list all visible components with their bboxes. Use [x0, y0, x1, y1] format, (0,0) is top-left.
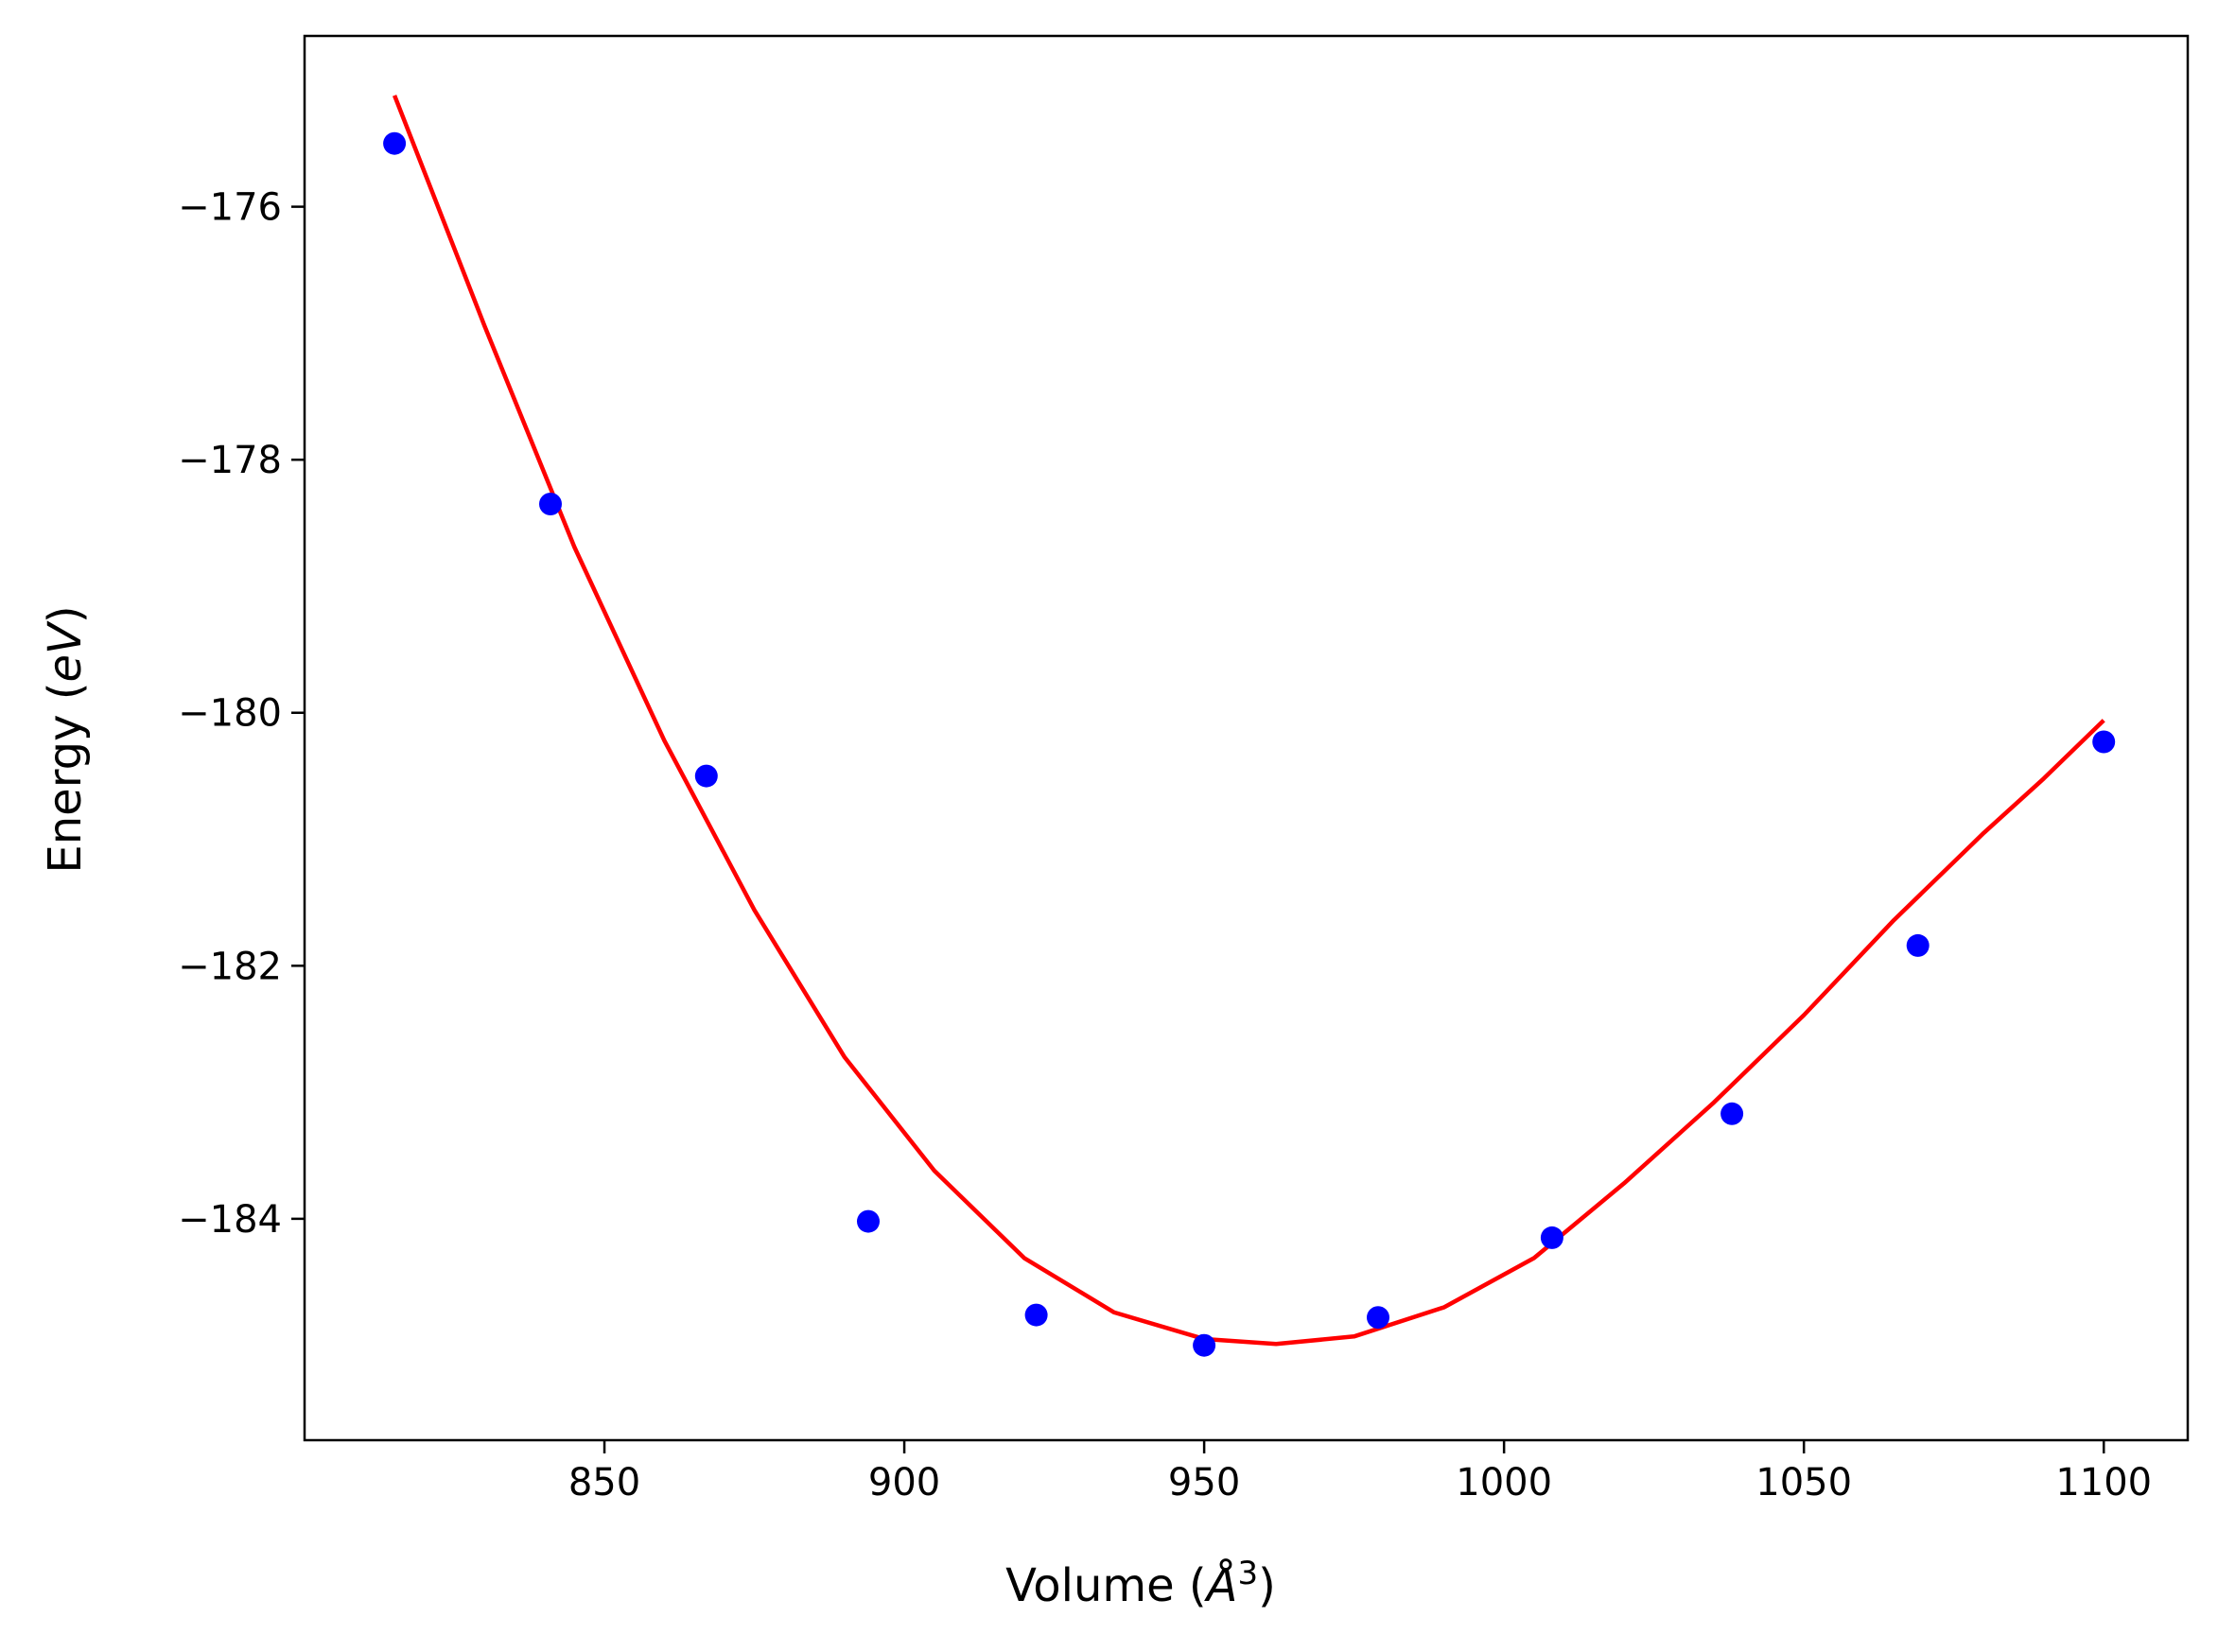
x-tick-label: 950: [1168, 1461, 1240, 1504]
x-axis: 850 900 950 1000 1050 1100: [568, 1440, 2152, 1504]
x-axis-label-superscript: 3: [1237, 1555, 1258, 1592]
data-point: [694, 764, 718, 788]
y-axis-label-prefix: Energy (: [39, 683, 92, 874]
y-axis-label-suffix: ): [39, 605, 92, 623]
data-point: [383, 131, 407, 155]
x-tick-label: 850: [568, 1461, 640, 1504]
y-tick-label: −182: [178, 945, 282, 988]
y-axis-label-unit: eV: [39, 620, 92, 683]
plot-frame: [303, 34, 2190, 1442]
data-point: [2092, 730, 2116, 754]
x-axis-label-symbol: Å: [1204, 1558, 1238, 1612]
x-tick-label: 1100: [2055, 1461, 2152, 1504]
x-axis-label-prefix: Volume (: [1005, 1559, 1207, 1612]
data-point: [1540, 1226, 1563, 1249]
data-point: [1367, 1306, 1389, 1330]
y-tick-label: −176: [178, 186, 282, 230]
x-axis-label: Volume (Å3): [1005, 1555, 1276, 1612]
data-point: [539, 493, 562, 515]
data-point: [1720, 1102, 1744, 1125]
data-point: [1193, 1333, 1216, 1357]
x-tick-label: 900: [868, 1461, 940, 1504]
data-point: [857, 1209, 880, 1233]
y-axis-label: Energy (eV): [39, 605, 92, 873]
y-tick-label: −184: [178, 1198, 282, 1242]
data-point: [1024, 1303, 1048, 1327]
y-tick-label: −180: [178, 692, 282, 736]
x-tick-label: 1000: [1456, 1461, 1552, 1504]
y-axis: −176 −178 −180 −182 −184: [178, 186, 305, 1242]
x-tick-label: 1050: [1755, 1461, 1852, 1504]
data-point: [1906, 933, 1930, 957]
x-axis-label-suffix: ): [1258, 1559, 1276, 1612]
y-tick-label: −178: [178, 439, 282, 482]
fit-curve: [393, 95, 2105, 1347]
